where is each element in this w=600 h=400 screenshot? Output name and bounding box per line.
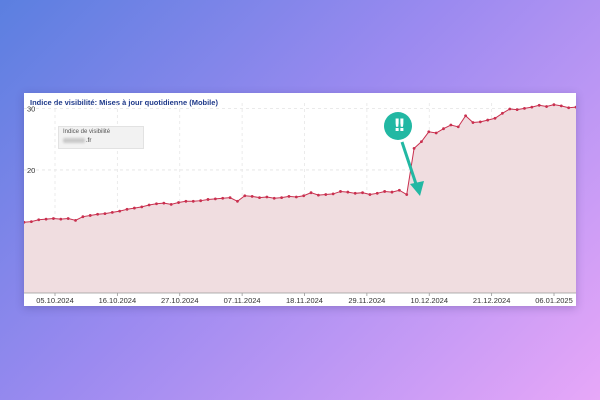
y-tick-label: 20 bbox=[27, 166, 35, 175]
x-tick-label: 07.11.2024 bbox=[224, 296, 261, 305]
blurred-domain bbox=[63, 138, 85, 143]
data-point bbox=[294, 195, 298, 199]
legend-title: Indice de visibilité bbox=[63, 129, 111, 135]
data-point bbox=[427, 130, 431, 134]
data-point bbox=[147, 203, 151, 207]
data-point bbox=[184, 199, 188, 203]
x-tick-label: 21.12.2024 bbox=[473, 296, 511, 305]
data-point bbox=[412, 146, 416, 150]
x-tick-label: 29.11.2024 bbox=[348, 296, 385, 305]
data-point bbox=[44, 217, 48, 221]
data-point bbox=[552, 103, 556, 107]
data-point bbox=[523, 106, 526, 110]
data-point bbox=[243, 194, 247, 198]
data-point bbox=[442, 127, 445, 131]
data-point bbox=[515, 108, 519, 112]
data-point bbox=[383, 190, 387, 193]
data-point bbox=[272, 196, 276, 200]
data-point bbox=[265, 195, 269, 199]
data-point bbox=[559, 104, 563, 108]
data-point bbox=[339, 190, 342, 193]
series-area bbox=[24, 104, 576, 293]
data-point bbox=[390, 190, 394, 194]
data-point bbox=[118, 209, 122, 213]
data-point bbox=[59, 217, 63, 221]
x-tick-label: 16.10.2024 bbox=[99, 296, 137, 305]
data-point bbox=[81, 215, 85, 219]
data-point bbox=[66, 217, 70, 220]
data-point bbox=[250, 194, 254, 198]
data-point bbox=[169, 202, 173, 206]
data-point bbox=[449, 123, 453, 127]
data-point bbox=[110, 210, 114, 214]
x-tick-label: 18.11.2024 bbox=[286, 296, 323, 305]
data-point bbox=[52, 217, 55, 220]
x-tick-label: 06.01.2025 bbox=[535, 296, 573, 305]
data-point bbox=[29, 220, 33, 224]
data-point bbox=[133, 206, 136, 210]
data-point bbox=[434, 131, 438, 135]
data-point bbox=[177, 201, 180, 204]
data-point bbox=[140, 205, 144, 209]
data-point bbox=[405, 193, 409, 196]
data-point bbox=[567, 106, 571, 110]
data-point bbox=[103, 212, 107, 216]
data-point bbox=[213, 197, 217, 201]
data-point bbox=[155, 202, 158, 206]
data-point bbox=[221, 196, 225, 200]
data-point bbox=[471, 121, 475, 124]
data-point bbox=[199, 199, 203, 203]
data-point bbox=[346, 190, 350, 194]
data-point bbox=[74, 218, 77, 222]
data-point bbox=[501, 111, 504, 115]
alert-badge-icon: !! bbox=[384, 112, 412, 140]
data-point bbox=[464, 114, 467, 118]
data-point bbox=[236, 199, 239, 203]
data-point bbox=[258, 196, 261, 200]
visibility-chart: 10203005.10.202416.10.202427.10.202407.1… bbox=[24, 103, 576, 305]
data-point bbox=[228, 196, 232, 200]
data-point bbox=[574, 105, 576, 109]
data-point bbox=[368, 193, 372, 196]
data-point bbox=[331, 192, 335, 196]
x-tick-label: 27.10.2024 bbox=[161, 296, 199, 305]
data-point bbox=[191, 199, 195, 203]
legend-domain: .fr bbox=[63, 138, 91, 144]
data-point bbox=[302, 194, 306, 198]
data-point bbox=[324, 193, 328, 196]
data-point bbox=[96, 212, 99, 216]
data-point bbox=[24, 220, 26, 224]
data-point bbox=[456, 125, 460, 129]
data-point bbox=[280, 196, 283, 200]
chart-card: Indice de visibilité: Mises à jour quoti… bbox=[24, 93, 576, 306]
data-point bbox=[309, 191, 313, 195]
data-point bbox=[397, 188, 401, 192]
data-point bbox=[37, 218, 41, 222]
y-tick-label: 30 bbox=[27, 104, 35, 113]
data-point bbox=[530, 105, 534, 109]
data-point bbox=[162, 201, 166, 205]
data-point bbox=[478, 120, 482, 124]
data-point bbox=[317, 193, 320, 197]
data-point bbox=[545, 105, 548, 108]
legend-domain-suffix: .fr bbox=[86, 138, 92, 145]
data-point bbox=[375, 191, 379, 195]
data-point bbox=[486, 118, 490, 122]
data-point bbox=[493, 116, 497, 120]
data-point bbox=[125, 207, 129, 211]
data-point bbox=[361, 191, 364, 195]
data-point bbox=[508, 107, 512, 111]
legend-tooltip: Indice de visibilité .fr bbox=[58, 126, 144, 149]
series-line bbox=[24, 104, 576, 223]
data-point bbox=[353, 191, 357, 195]
data-point bbox=[537, 103, 541, 107]
x-tick-label: 05.10.2024 bbox=[36, 296, 74, 305]
x-tick-label: 10.12.2024 bbox=[410, 296, 448, 305]
data-point bbox=[88, 214, 92, 217]
chart-title: Indice de visibilité: Mises à jour quoti… bbox=[30, 98, 218, 107]
data-point bbox=[206, 198, 210, 201]
data-point bbox=[287, 194, 291, 198]
data-point bbox=[420, 140, 423, 144]
